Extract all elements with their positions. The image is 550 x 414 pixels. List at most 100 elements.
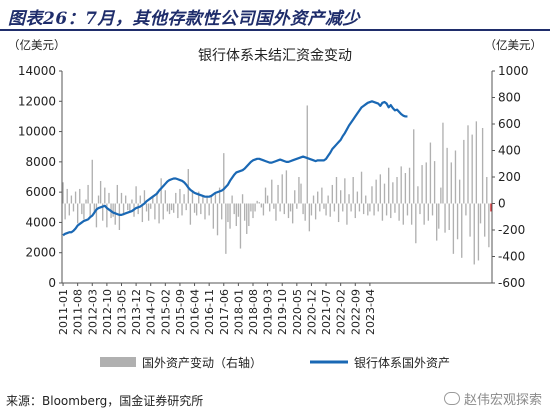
bar xyxy=(325,203,327,216)
bar xyxy=(404,173,407,204)
x-tick-label: 2015-09 xyxy=(174,289,187,335)
bar xyxy=(469,203,471,237)
bar xyxy=(108,192,110,204)
bar xyxy=(369,203,371,212)
bar xyxy=(164,190,166,204)
bar xyxy=(375,179,377,204)
bar xyxy=(327,195,329,204)
bar xyxy=(216,203,219,236)
bar xyxy=(348,194,350,204)
bar xyxy=(70,195,73,204)
bar xyxy=(231,195,233,204)
bar xyxy=(308,203,311,232)
chart: 银行体系未结汇资金变动 （亿美元） （亿美元） 0200040006000800… xyxy=(8,38,542,370)
bar xyxy=(356,191,359,204)
bar xyxy=(319,203,321,212)
bar xyxy=(116,184,118,204)
bar xyxy=(344,178,346,204)
bar xyxy=(367,203,369,216)
bar xyxy=(406,203,409,216)
bar xyxy=(262,203,265,216)
bar xyxy=(277,184,279,204)
bar xyxy=(166,203,169,212)
bar xyxy=(289,203,292,212)
bar xyxy=(233,203,235,215)
left-tick-label: 8000 xyxy=(25,155,56,169)
bar xyxy=(83,203,85,220)
bar xyxy=(323,203,325,209)
bar xyxy=(125,195,127,204)
bar xyxy=(346,203,348,225)
bar xyxy=(463,139,465,204)
bar xyxy=(431,203,434,216)
bar xyxy=(448,203,450,230)
left-tick-label: 6000 xyxy=(25,185,56,199)
bar xyxy=(93,203,96,215)
bar xyxy=(271,179,273,204)
bar xyxy=(85,199,87,204)
bar xyxy=(141,203,144,223)
bar xyxy=(227,203,229,223)
bar xyxy=(383,183,386,204)
bar xyxy=(127,203,129,211)
bar xyxy=(260,203,263,208)
bar xyxy=(331,184,333,204)
bar xyxy=(79,188,81,204)
axes: 02000400060008000100001200014000-600-400… xyxy=(18,64,529,335)
bar xyxy=(235,203,237,227)
bar xyxy=(152,195,154,204)
bar xyxy=(76,203,79,224)
right-tick-label: -200 xyxy=(498,223,525,237)
bar-latest xyxy=(490,203,492,212)
bar xyxy=(458,179,461,204)
bar xyxy=(417,186,419,204)
bar xyxy=(223,153,225,204)
bar xyxy=(204,203,206,220)
bar xyxy=(252,203,254,219)
watermark: 赵伟宏观探索 xyxy=(443,389,542,408)
bar xyxy=(160,178,162,204)
bar xyxy=(210,195,212,204)
bar xyxy=(300,183,302,204)
x-tick-label: 2023-04 xyxy=(364,289,377,335)
bar xyxy=(317,191,319,204)
right-tick-label: -600 xyxy=(498,276,525,290)
right-tick-label: 800 xyxy=(498,91,521,105)
bar xyxy=(264,187,267,204)
bar xyxy=(279,203,281,212)
bar xyxy=(450,162,452,204)
bar xyxy=(66,188,68,204)
bar xyxy=(365,195,367,204)
x-tick-label: 2020-05 xyxy=(291,289,304,335)
bar xyxy=(273,203,275,209)
bar xyxy=(360,171,363,204)
bar xyxy=(95,203,98,228)
bar xyxy=(112,203,114,217)
bar xyxy=(390,203,392,219)
x-tick-label: 2018-08 xyxy=(247,289,260,335)
bar xyxy=(475,121,478,204)
bar xyxy=(329,203,331,217)
bar xyxy=(306,105,308,204)
bar xyxy=(150,203,152,209)
bar xyxy=(183,194,185,204)
bar xyxy=(335,177,338,204)
chart-title: 银行体系未结汇资金变动 xyxy=(198,48,352,64)
bar xyxy=(285,170,288,204)
x-tick-label: 2011-08 xyxy=(72,289,85,335)
bar xyxy=(310,203,313,216)
bar xyxy=(120,192,123,204)
bar xyxy=(158,203,160,224)
bar xyxy=(212,203,215,229)
bar xyxy=(221,203,223,220)
bar xyxy=(398,203,400,221)
x-tick-label: 2018-01 xyxy=(232,289,245,335)
bar xyxy=(452,203,455,254)
bar xyxy=(72,203,75,212)
bar xyxy=(421,165,423,204)
left-tick-label: 10000 xyxy=(18,125,56,139)
bar xyxy=(256,200,258,204)
bar xyxy=(239,203,242,249)
bar xyxy=(225,203,227,254)
x-tick-label: 2013-12 xyxy=(130,289,143,335)
